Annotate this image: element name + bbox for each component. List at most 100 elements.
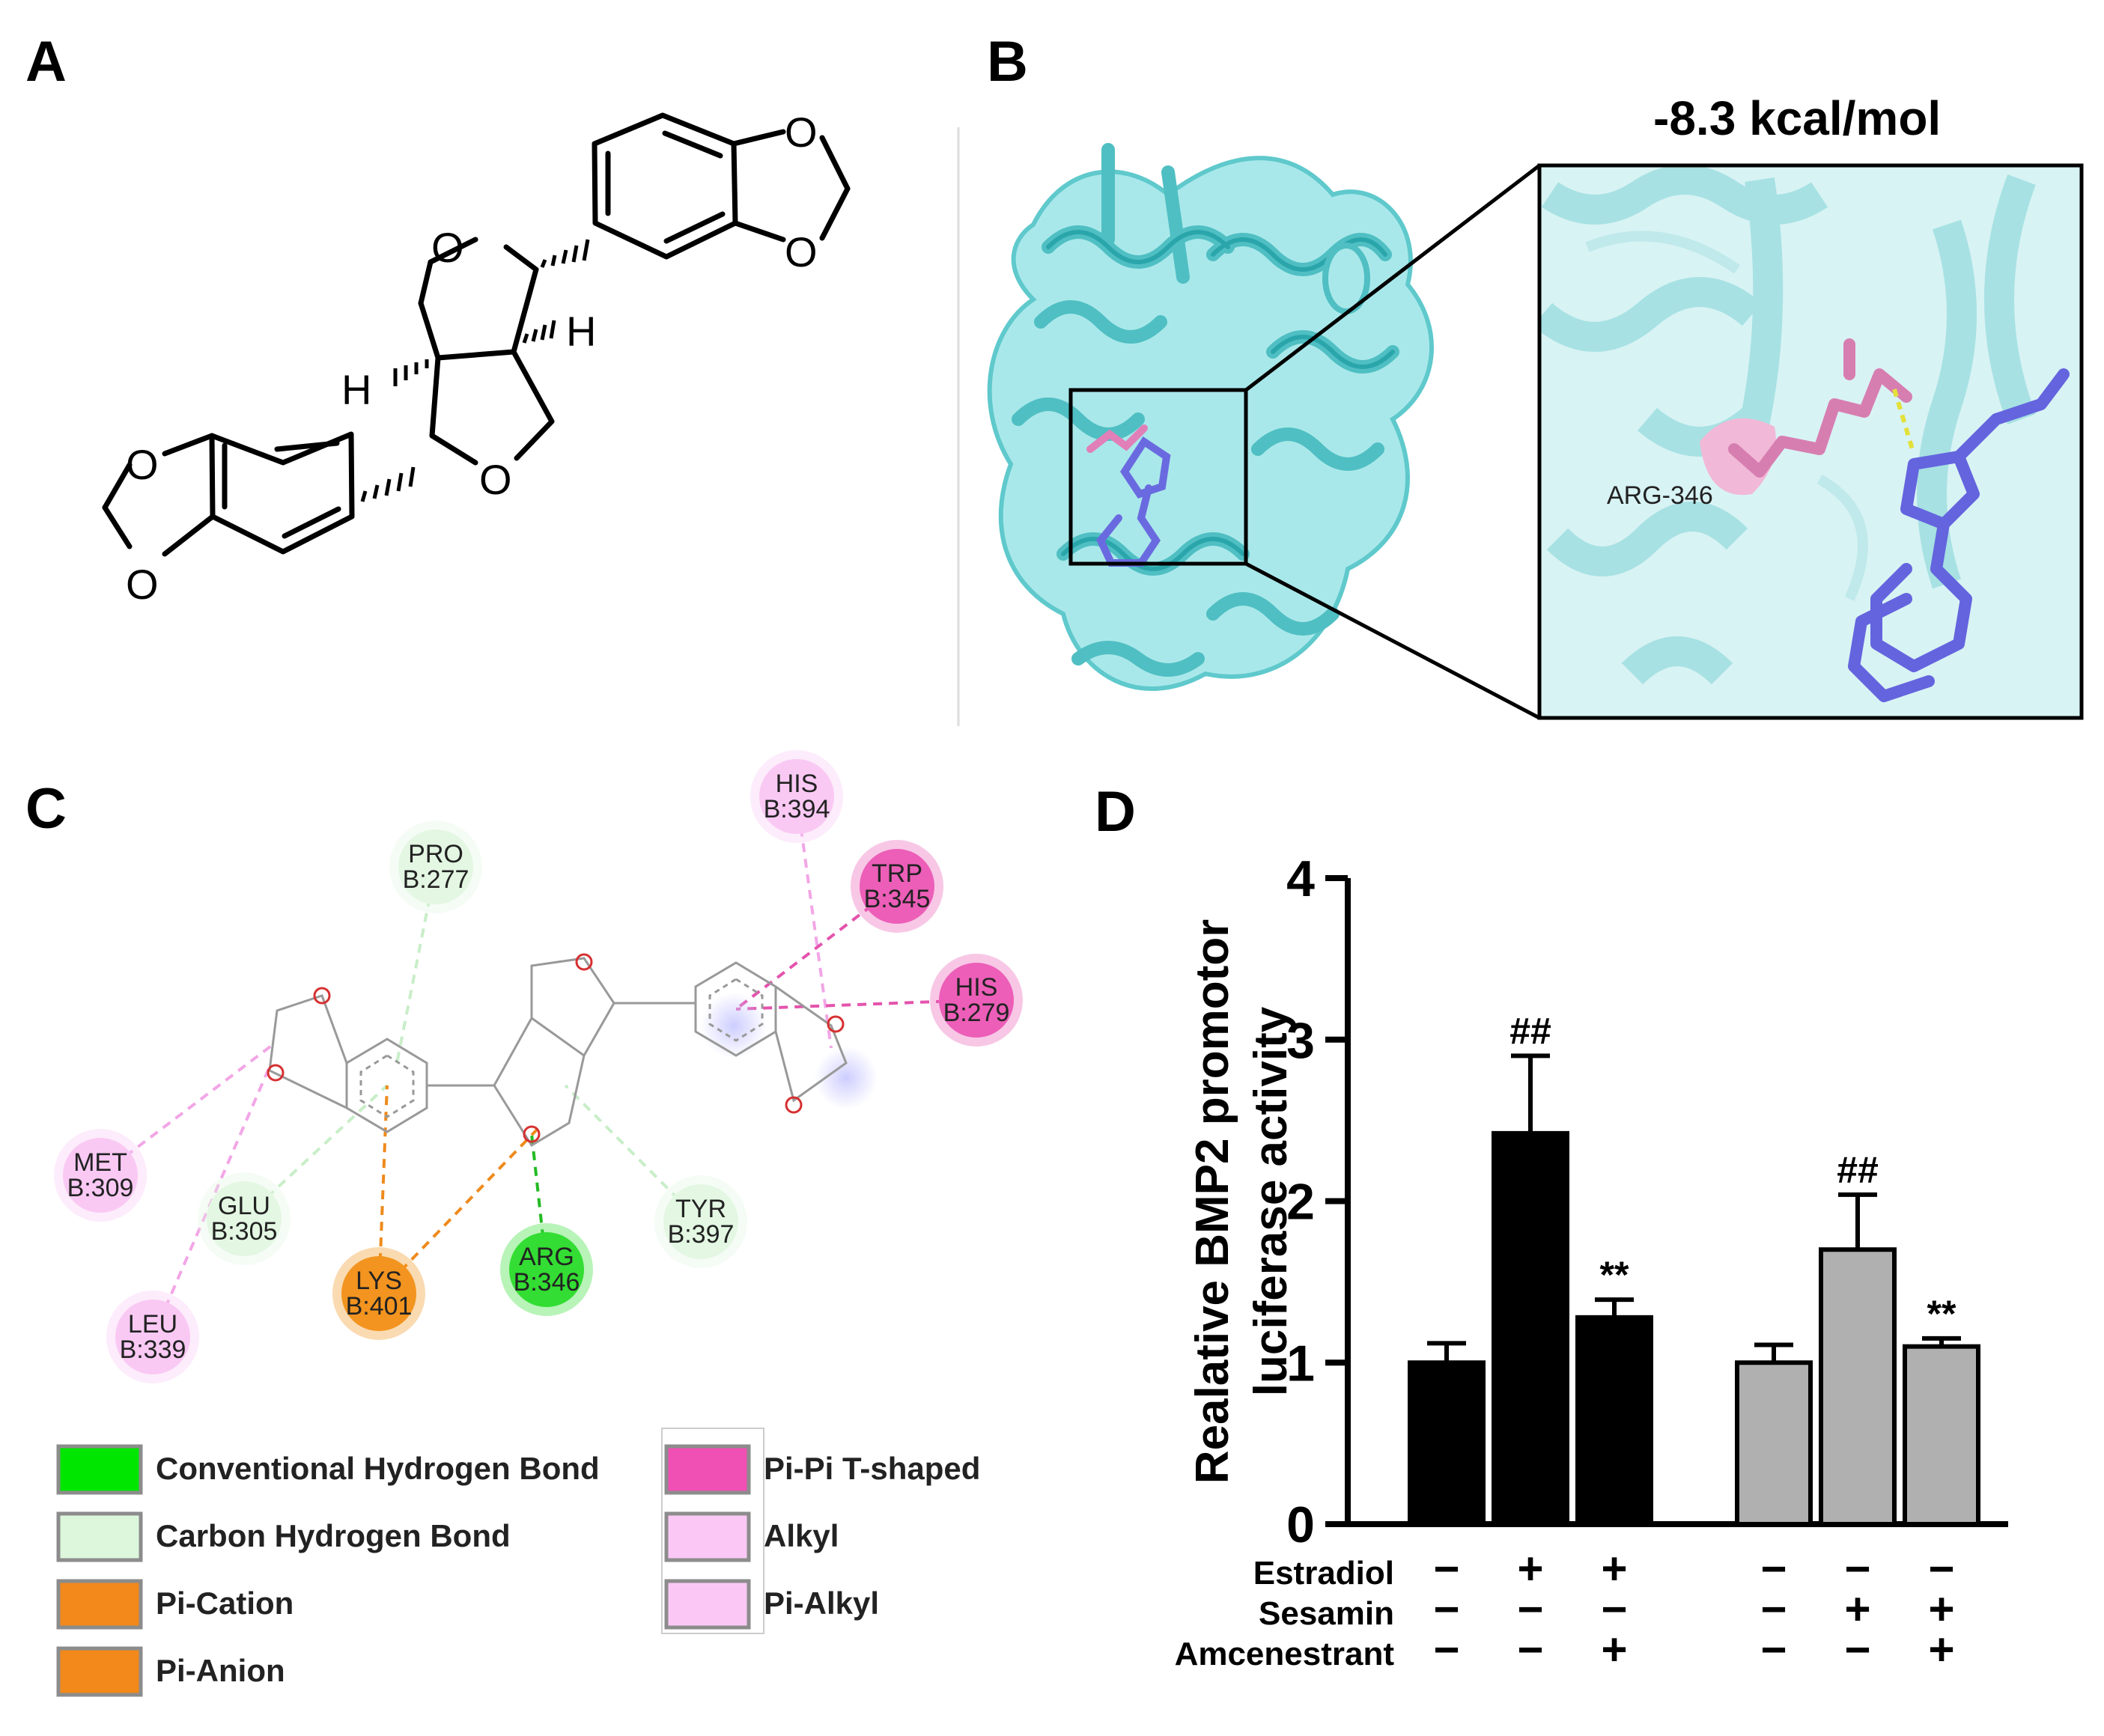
condition-name: Sesamin — [1259, 1595, 1394, 1632]
condition-value: − — [1601, 1584, 1627, 1634]
y-tick-label: 0 — [1286, 1496, 1315, 1553]
ligand-oxygens — [267, 953, 845, 1143]
residue-chain: B:345 — [864, 885, 931, 913]
residue-name: LYS — [356, 1267, 402, 1295]
condition-value: − — [1433, 1544, 1459, 1594]
residue-label: ARG-346 — [1607, 481, 1713, 510]
residue-name: PRO — [408, 840, 463, 868]
svg-text:O: O — [126, 441, 159, 488]
svg-text:H: H — [341, 366, 371, 413]
residue-chain: B:401 — [346, 1292, 413, 1321]
svg-text:O: O — [126, 561, 159, 608]
residue-name: HIS — [955, 973, 998, 1002]
bar-2: ## — [1492, 1010, 1569, 1526]
interaction-line-lys401-b — [377, 1127, 539, 1295]
condition-value: − — [1760, 1624, 1787, 1675]
condition-value: + — [1928, 1584, 1954, 1634]
legend-label: Alkyl — [764, 1518, 839, 1553]
zoom-view — [1539, 165, 2082, 718]
bar-1 — [1408, 1341, 1486, 1526]
legend-column-frame — [661, 1428, 764, 1634]
residue-name: LEU — [128, 1310, 177, 1338]
y-axis-label-line: luciferase activity — [1245, 1006, 1297, 1396]
svg-text:O: O — [785, 109, 818, 156]
residue-name: GLU — [218, 1192, 270, 1220]
significance-mark: ** — [1600, 1254, 1629, 1296]
residue-name: TYR — [675, 1195, 726, 1223]
legend-item: Pi-Anion — [56, 1646, 285, 1697]
interaction-line-his394 — [795, 796, 833, 1049]
condition-name: Amcenestrant — [1175, 1636, 1395, 1672]
interaction-legend: Conventional Hydrogen Bond Carbon Hydroge… — [56, 1428, 980, 1697]
stereo-bonds — [360, 239, 590, 502]
atom-labels: O O O O H H O O — [126, 109, 818, 608]
condition-value: − — [1517, 1624, 1543, 1675]
panel-a: A — [25, 30, 851, 608]
panel-d-label: D — [1095, 780, 1136, 844]
protein-overview — [987, 143, 1435, 691]
residue-chain: B:394 — [764, 795, 830, 823]
legend-label: Pi-Anion — [156, 1653, 285, 1688]
residue-chain: B:277 — [403, 865, 469, 894]
interaction-line-his279 — [735, 999, 977, 1011]
significance-mark: ## — [1509, 1010, 1551, 1052]
legend-item: Alkyl — [664, 1511, 839, 1562]
bar-6: ** — [1903, 1293, 1980, 1527]
bar-rect — [1903, 1344, 1980, 1527]
y-tick-label: 2 — [1286, 1174, 1315, 1231]
condition-value: − — [1433, 1624, 1459, 1675]
y-tick-label: 4 — [1286, 850, 1315, 907]
zoom-line-bottom — [1244, 561, 1541, 720]
condition-value: + — [1928, 1624, 1954, 1675]
residue-name: HIS — [776, 770, 818, 798]
panel-c-label: C — [25, 777, 67, 841]
legend-swatch — [56, 1646, 143, 1697]
condition-value: − — [1844, 1624, 1870, 1675]
legend-item: Pi-Alkyl — [664, 1579, 879, 1630]
condition-value: − — [1517, 1584, 1543, 1634]
bar-rect — [1492, 1130, 1569, 1526]
zoom-frame — [1537, 163, 2084, 720]
residue-chain: B:305 — [211, 1217, 278, 1246]
legend-swatch — [664, 1579, 751, 1630]
condition-row: Estradiol − + + − − − — [1253, 1544, 1955, 1594]
legend-item: Carbon Hydrogen Bond — [56, 1511, 511, 1562]
significance-mark: ## — [1837, 1149, 1879, 1191]
condition-value: + — [1601, 1544, 1627, 1594]
bar-3: ** — [1575, 1254, 1653, 1526]
svg-text:O: O — [479, 456, 512, 503]
residue-name: TRP — [872, 859, 922, 888]
y-axis-label: Realative BMP2 promotor luciferase activi… — [1187, 919, 1297, 1484]
legend-item: Conventional Hydrogen Bond — [56, 1444, 600, 1495]
y-axis-label-line: Realative BMP2 promotor — [1187, 919, 1238, 1484]
svg-text:O: O — [785, 228, 818, 275]
bar-4 — [1735, 1342, 1813, 1526]
bar-chart: 0 1 2 3 4 Realative BMP2 promotor luciferase a… — [1175, 850, 2008, 1675]
binding-site-box — [1068, 388, 1248, 566]
legend-swatch — [56, 1511, 143, 1562]
condition-value: − — [1760, 1544, 1787, 1594]
bar-rect — [1408, 1360, 1486, 1526]
legend-swatch — [664, 1511, 751, 1562]
condition-value: − — [1844, 1544, 1870, 1594]
residue-chain: B:346 — [514, 1268, 580, 1297]
condition-name: Estradiol — [1253, 1555, 1394, 1592]
condition-row: Sesamin − − − − + + — [1259, 1584, 1955, 1634]
legend-item: Pi-Pi T-shaped — [664, 1444, 980, 1495]
condition-row: Amcenestrant − − + − − + — [1175, 1624, 1955, 1675]
condition-value: + — [1517, 1544, 1543, 1594]
legend-label: Pi-Pi T-shaped — [764, 1451, 980, 1486]
panel-a-label: A — [25, 30, 67, 94]
condition-value: + — [1844, 1584, 1870, 1634]
legend-swatch — [56, 1579, 143, 1630]
